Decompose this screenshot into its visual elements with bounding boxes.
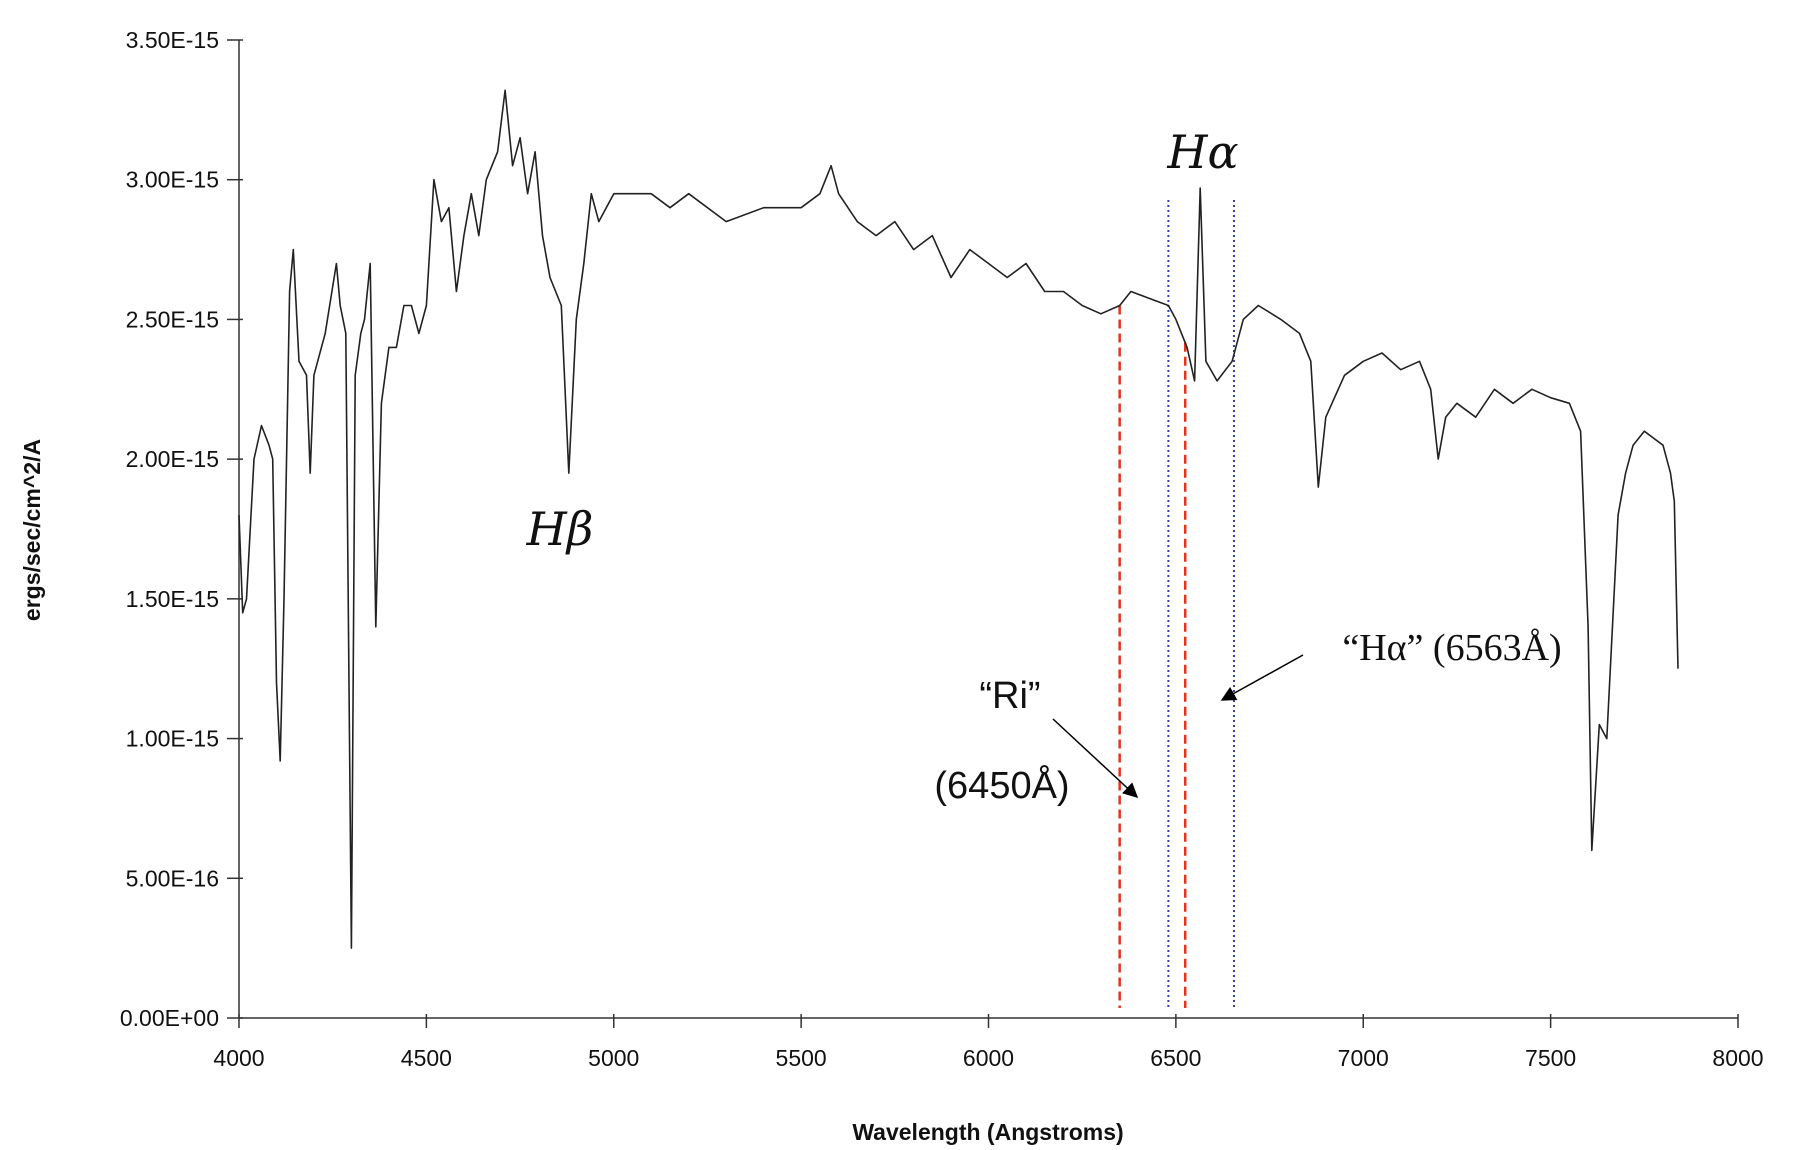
x-tick-label: 6000 — [963, 1045, 1014, 1071]
x-tick-label: 6500 — [1150, 1045, 1201, 1071]
annotation: Hβ — [526, 502, 594, 556]
y-tick-label: 1.00E-15 — [126, 726, 219, 752]
x-tick-label: 5500 — [776, 1045, 827, 1071]
x-tick-label: 7500 — [1525, 1045, 1576, 1071]
y-tick-label: 5.00E-16 — [126, 865, 219, 891]
y-tick-label: 0.00E+00 — [120, 1005, 219, 1031]
x-tick-label: 8000 — [1712, 1045, 1763, 1071]
y-tick-label: 1.50E-15 — [126, 586, 219, 612]
x-tick-label: 7000 — [1338, 1045, 1389, 1071]
x-tick-label: 5000 — [588, 1045, 639, 1071]
y-tick-label: 3.50E-15 — [126, 27, 219, 53]
arrow — [1052, 718, 1139, 799]
y-axis-label: ergs/sec/cm^2/A — [19, 439, 45, 621]
annotation: Hα — [1166, 125, 1238, 179]
y-tick-label: 3.00E-15 — [126, 167, 219, 193]
annotation: (6450Å) — [934, 763, 1069, 807]
x-axis-label: Wavelength (Angstroms) — [852, 1119, 1123, 1145]
annotation: “Ri” — [979, 675, 1040, 717]
arrow — [1220, 654, 1304, 701]
annotation: “Hα” (6563Å) — [1342, 627, 1561, 669]
spectrum-line — [238, 89, 1679, 949]
y-tick-label: 2.50E-15 — [126, 306, 219, 332]
y-tick-label: 2.00E-15 — [126, 446, 219, 472]
x-tick-label: 4500 — [401, 1045, 452, 1071]
x-tick-label: 4000 — [213, 1045, 264, 1071]
